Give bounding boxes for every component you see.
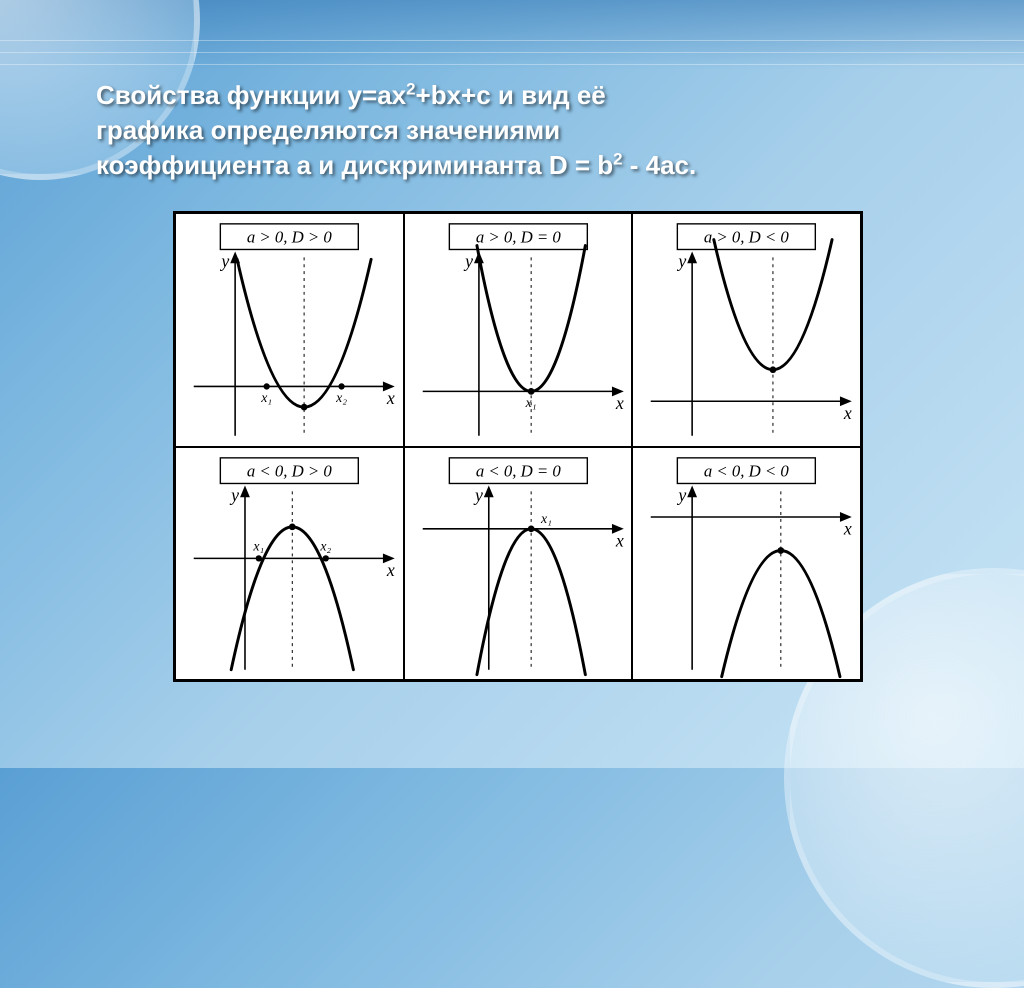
svg-text:a < 0, D = 0: a < 0, D = 0 [476, 461, 562, 480]
svg-text:x: x [386, 388, 395, 408]
svg-text:a < 0, D > 0: a < 0, D > 0 [247, 461, 333, 480]
parabola-grid: a > 0, D > 0yxx₁x₂a > 0, D = 0yxx₁a > 0,… [173, 211, 863, 682]
svg-text:x₂: x₂ [335, 391, 347, 406]
panel-1: a > 0, D = 0y x x₁ [404, 213, 633, 447]
panel-2: a > 0, D < 0 y x [632, 213, 861, 447]
slide-content: Свойства функции y=ax2+bx+c и вид её гра… [0, 0, 1024, 682]
svg-text:y: y [473, 485, 483, 505]
title-line1a: Свойства функции y=ax [96, 80, 406, 110]
title-sup2: 2 [613, 150, 622, 169]
panel-3: a < 0, D > 0 y x x₁ x₂ [175, 447, 404, 681]
svg-text:x: x [386, 560, 395, 580]
svg-text:x: x [615, 393, 624, 413]
title-sup1: 2 [406, 79, 415, 98]
svg-text:x: x [843, 403, 852, 423]
svg-text:y: y [219, 251, 229, 271]
panel-5: a < 0, D < 0 y x [632, 447, 861, 681]
svg-text:y: y [677, 485, 687, 505]
svg-text:a > 0, D > 0: a > 0, D > 0 [247, 228, 333, 247]
panel-svg: a > 0, D = 0y x x₁ [405, 214, 632, 446]
svg-text:y: y [229, 485, 239, 505]
panel-0: a > 0, D > 0 y x x₁ x₂ [175, 213, 404, 447]
svg-text:x₂: x₂ [319, 538, 331, 553]
svg-text:x: x [615, 530, 624, 550]
svg-text:x₁: x₁ [540, 511, 552, 526]
svg-text:x₁: x₁ [260, 391, 272, 406]
svg-text:a > 0, D = 0: a > 0, D = 0 [476, 228, 562, 247]
panel-4: a < 0, D = 0 y x x₁ [404, 447, 633, 681]
panel-svg: a < 0, D > 0 y x x₁ x₂ [176, 448, 403, 680]
svg-text:x₁: x₁ [252, 538, 264, 553]
panel-svg: a < 0, D < 0 y x [633, 448, 860, 680]
svg-text:x: x [843, 519, 852, 539]
title-line2: графика определяются значениями [96, 115, 560, 145]
slide-title: Свойства функции y=ax2+bx+c и вид её гра… [96, 78, 940, 183]
svg-text:a > 0, D < 0: a > 0, D < 0 [704, 228, 790, 247]
title-line1b: +bx+c и вид её [416, 80, 606, 110]
title-line3b: - 4ac. [623, 150, 697, 180]
svg-text:y: y [677, 251, 687, 271]
svg-text:a < 0, D < 0: a < 0, D < 0 [704, 461, 790, 480]
panel-svg: a > 0, D < 0 y x [633, 214, 860, 446]
svg-text:x₁: x₁ [524, 395, 536, 410]
panel-svg: a > 0, D > 0 y x x₁ x₂ [176, 214, 403, 446]
svg-text:y: y [463, 251, 473, 271]
title-line3a: коэффициента а и дискриминанта D = b [96, 150, 613, 180]
panel-svg: a < 0, D = 0 y x x₁ [405, 448, 632, 680]
